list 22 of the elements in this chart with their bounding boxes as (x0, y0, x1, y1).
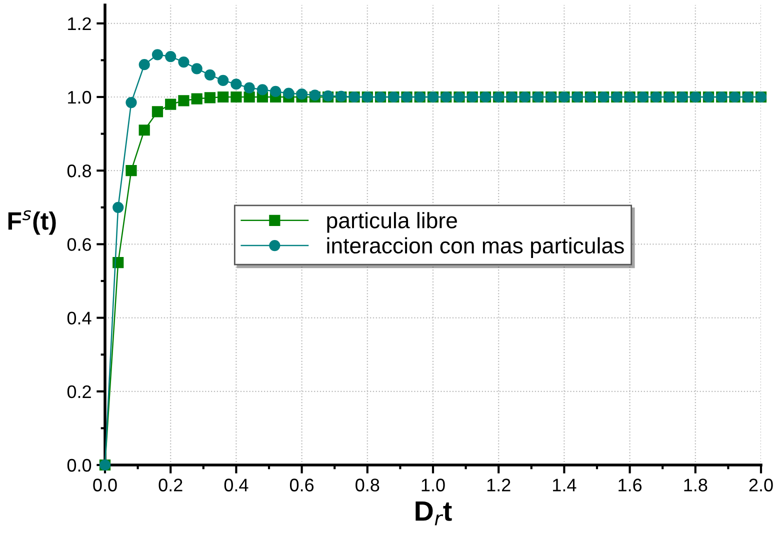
y-tick-label: 0.2 (67, 385, 91, 398)
legend-label: particula libre (327, 212, 457, 233)
x-tick-label: 1.0 (422, 478, 445, 492)
x-tick-label: 0.6 (290, 478, 314, 492)
legend-label: interaccion con mas particulas (327, 237, 624, 258)
y-tick-label: 1.0 (68, 90, 92, 104)
y-tick-label: 0.0 (67, 458, 92, 472)
x-tick-label: 1.4 (553, 478, 576, 492)
x-tick-label: 0.2 (158, 478, 182, 492)
y-tick-label: 0.8 (67, 164, 92, 178)
y-tick-label: 1.2 (68, 17, 91, 30)
x-tick-label: 1.8 (684, 478, 708, 492)
x-tick-label: 0.0 (93, 478, 117, 492)
y-axis-title: F$^{s}$(t) (8, 210, 56, 235)
x-tick-label: 0.4 (224, 478, 248, 492)
x-tick-label: 2.0 (749, 478, 773, 492)
y-tick-label: 0.6 (67, 238, 92, 251)
x-axis-title: D$_{r}$t (416, 502, 452, 526)
x-tick-label: 1.2 (487, 478, 510, 492)
x-tick-label: 1.6 (618, 478, 642, 492)
y-tick-label: 0.4 (67, 312, 92, 325)
x-tick-label: 0.8 (356, 478, 380, 492)
